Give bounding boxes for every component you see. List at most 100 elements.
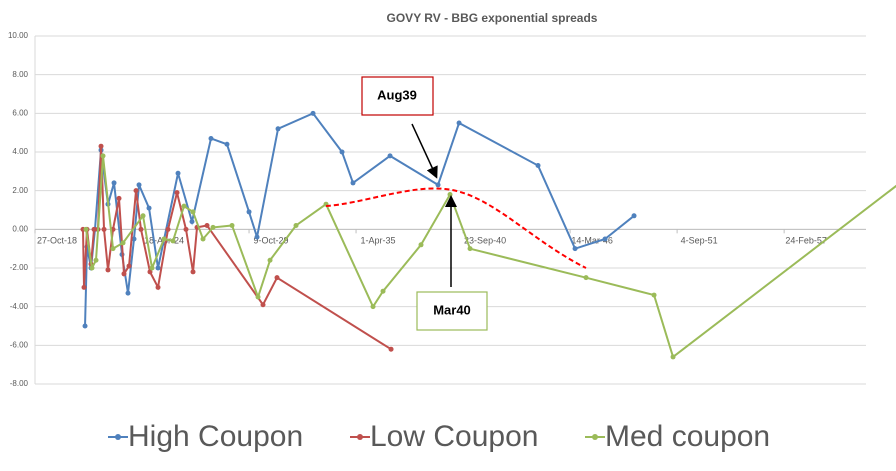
point	[670, 354, 676, 360]
callout-label: Mar40	[433, 302, 471, 317]
y-tick-label: 2.00	[12, 186, 28, 195]
series	[80, 110, 896, 360]
point	[183, 226, 189, 232]
x-tick-label: 24-Feb-57	[785, 236, 827, 246]
point	[155, 284, 161, 290]
callout-box	[361, 76, 434, 116]
x-tick-label: 23-Sep-40	[464, 236, 506, 246]
point	[116, 195, 122, 201]
y-tick-label: 8.00	[12, 70, 28, 79]
y-tick-label: 6.00	[12, 108, 28, 117]
point	[189, 219, 195, 225]
point	[255, 294, 261, 300]
point	[111, 180, 117, 186]
axes: 10.00 8.00 6.00 4.00 2.00 0.00 -2.00 -4.00 -6.00…	[8, 31, 866, 388]
point	[535, 163, 541, 169]
point	[126, 263, 132, 269]
point	[121, 271, 127, 277]
point	[229, 222, 235, 228]
point	[370, 304, 376, 310]
point	[651, 292, 657, 298]
x-tick-label: 27-Oct-18	[37, 236, 77, 246]
point	[274, 275, 280, 281]
y-tick-label: -6.00	[10, 340, 29, 349]
point	[82, 323, 88, 329]
callout-box	[416, 291, 488, 331]
point	[100, 153, 106, 159]
point	[165, 226, 171, 232]
point	[155, 265, 161, 271]
point	[98, 143, 104, 149]
point	[447, 192, 453, 198]
legend: High Coupon Low Coupon Med coupon	[108, 420, 770, 453]
point	[110, 246, 116, 252]
point	[125, 290, 131, 296]
point	[161, 236, 167, 242]
callout-arrow	[411, 123, 438, 179]
point	[254, 234, 260, 240]
point	[339, 149, 345, 155]
point	[138, 226, 144, 232]
y-tick-label: -4.00	[10, 302, 29, 311]
point	[93, 257, 99, 263]
legend-label: Low Coupon	[370, 420, 538, 453]
point	[149, 265, 155, 271]
x-tick-label: 4-Sep-51	[681, 236, 718, 246]
point	[136, 182, 142, 188]
point	[467, 246, 473, 252]
point	[210, 224, 216, 230]
point	[208, 135, 214, 141]
y-tick-label: -2.00	[10, 263, 29, 272]
point	[275, 126, 281, 132]
point	[267, 257, 273, 263]
fitted-curve	[325, 187, 587, 269]
legend-marker	[592, 434, 598, 440]
legend-marker	[357, 434, 363, 440]
point	[170, 238, 176, 244]
point	[418, 242, 424, 248]
point	[246, 209, 252, 215]
point	[583, 275, 589, 281]
x-tick-label: 14-Mar-46	[571, 236, 613, 246]
point	[174, 190, 180, 196]
point	[105, 267, 111, 273]
point	[293, 222, 299, 228]
point	[350, 180, 356, 186]
series-line	[85, 155, 896, 359]
point	[101, 226, 107, 232]
legend-marker	[115, 434, 121, 440]
point	[310, 110, 316, 116]
point	[602, 236, 608, 242]
point	[175, 170, 181, 176]
point	[190, 269, 196, 275]
point	[572, 246, 578, 252]
point	[224, 141, 230, 147]
point	[147, 269, 153, 275]
point	[380, 288, 386, 294]
point	[387, 153, 393, 159]
point	[91, 226, 97, 232]
y-tick-label: 10.00	[8, 31, 29, 40]
legend-label: Med coupon	[605, 420, 770, 453]
point	[190, 209, 196, 215]
point	[200, 236, 206, 242]
point	[140, 213, 146, 219]
point	[181, 203, 187, 209]
point	[131, 236, 137, 242]
x-tick-label: 9-Oct-29	[254, 236, 289, 246]
point	[146, 205, 152, 211]
y-tick-label: -8.00	[10, 379, 29, 388]
point	[456, 120, 462, 126]
point	[89, 265, 95, 271]
x-tick-label: 1-Apr-35	[361, 236, 396, 246]
point	[133, 188, 139, 194]
point	[435, 182, 441, 188]
y-tick-label: 0.00	[12, 224, 28, 233]
point	[81, 284, 87, 290]
point	[260, 302, 266, 308]
point	[204, 222, 210, 228]
legend-label: High Coupon	[128, 420, 303, 453]
point	[631, 213, 637, 219]
